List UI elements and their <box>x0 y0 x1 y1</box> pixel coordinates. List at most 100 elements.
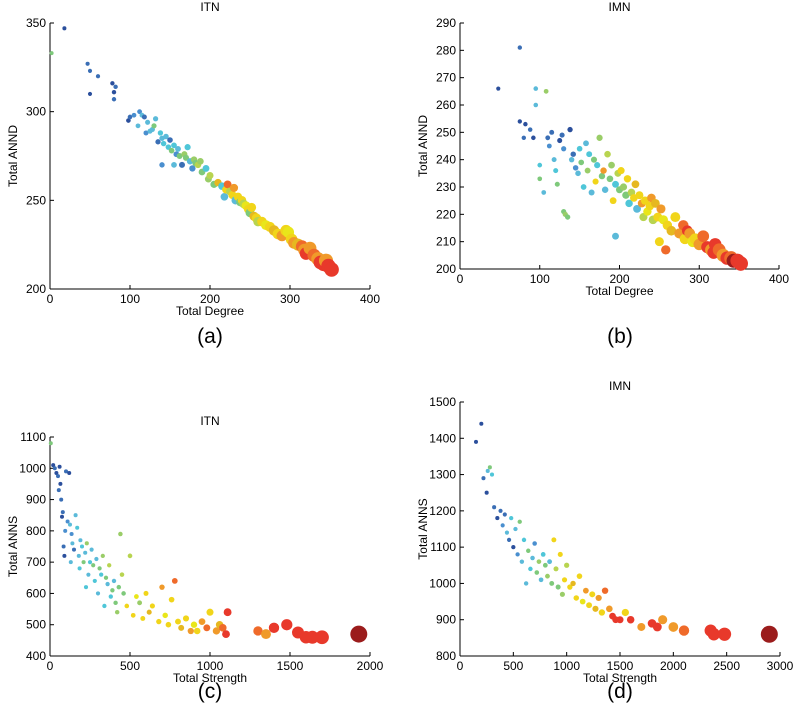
data-point <box>578 159 585 166</box>
data-point <box>542 562 548 568</box>
data-point <box>84 541 89 546</box>
data-point <box>479 421 484 426</box>
data-point <box>619 183 628 191</box>
data-point <box>105 581 110 587</box>
data-point <box>623 175 632 183</box>
data-point <box>637 622 646 631</box>
data-point <box>541 190 547 195</box>
data-point <box>97 566 102 571</box>
data-point <box>530 555 535 561</box>
data-point <box>87 68 93 73</box>
data-point <box>175 618 181 625</box>
data-point <box>584 167 591 174</box>
data-point <box>305 630 319 644</box>
data-point <box>159 162 165 168</box>
data-point <box>565 214 571 220</box>
data-point <box>573 595 580 601</box>
data-point <box>87 560 93 565</box>
data-point <box>79 544 85 549</box>
data-point <box>668 622 679 632</box>
data-point <box>545 573 550 579</box>
data-point <box>594 162 601 169</box>
x-tick-label: 1000 <box>553 659 580 673</box>
data-point <box>498 508 503 513</box>
data-point <box>198 618 206 625</box>
data-point <box>141 114 147 120</box>
y-tick-label: 900 <box>26 493 46 507</box>
data-point <box>533 102 539 108</box>
data-point <box>63 528 68 533</box>
y-tick-label: 220 <box>436 207 456 221</box>
data-point <box>661 245 671 255</box>
y-tick-label: 300 <box>26 105 46 119</box>
data-point <box>179 161 185 168</box>
data-point <box>526 548 531 554</box>
data-point <box>350 625 368 643</box>
data-point <box>492 505 497 510</box>
data-point <box>111 578 117 584</box>
x-axis-label: Total Strength <box>173 671 247 685</box>
data-point <box>103 575 109 580</box>
data-point <box>206 171 214 180</box>
data-point <box>549 580 555 586</box>
y-tick-label: 1400 <box>429 431 456 445</box>
data-point <box>151 123 157 129</box>
data-point <box>61 544 66 549</box>
y-tick-label: 1200 <box>429 504 456 518</box>
data-point <box>481 476 486 481</box>
chart-title: ITN <box>200 0 219 14</box>
x-tick-label: 1500 <box>607 659 634 673</box>
data-point <box>707 628 721 641</box>
data-point <box>49 51 54 56</box>
data-point <box>95 591 101 596</box>
data-point <box>83 585 89 590</box>
data-point <box>601 186 609 193</box>
data-point <box>182 615 190 622</box>
data-point <box>268 622 280 634</box>
data-point <box>495 516 500 521</box>
y-tick-label: 800 <box>436 649 456 663</box>
data-point <box>564 562 570 568</box>
data-point <box>496 86 501 91</box>
data-point <box>697 230 710 243</box>
data-point <box>473 439 479 444</box>
y-tick-label: 800 <box>26 524 46 538</box>
y-tick-label: 700 <box>26 555 46 569</box>
data-point <box>640 196 650 205</box>
y-tick-label: 1100 <box>430 540 456 554</box>
data-point <box>156 618 162 625</box>
data-point <box>107 563 112 568</box>
panel-caption: (a) <box>197 325 223 348</box>
data-point <box>604 150 611 158</box>
y-tick-label: 1500 <box>429 395 456 409</box>
data-point <box>102 603 107 609</box>
data-point <box>171 161 177 168</box>
data-point <box>656 204 666 214</box>
data-point <box>143 130 149 136</box>
data-point <box>87 91 93 97</box>
data-point <box>86 572 91 577</box>
data-point <box>561 146 567 152</box>
data-point <box>601 587 609 594</box>
y-tick-label: 270 <box>436 71 456 85</box>
data-point <box>58 481 63 486</box>
data-point <box>527 127 533 132</box>
data-point <box>658 615 668 625</box>
data-point <box>557 137 563 144</box>
data-point <box>576 573 583 579</box>
data-point <box>592 178 599 185</box>
data-point <box>149 603 155 609</box>
data-point <box>502 512 507 517</box>
data-point <box>160 140 167 147</box>
data-point <box>532 541 537 546</box>
x-tick-label: 2500 <box>713 659 740 673</box>
data-point <box>163 133 169 140</box>
data-point <box>625 199 633 208</box>
data-point <box>589 591 596 598</box>
data-point <box>118 531 123 537</box>
data-point <box>70 541 75 546</box>
x-tick-label: 3000 <box>767 659 794 673</box>
data-point <box>165 621 172 628</box>
data-point <box>119 572 125 577</box>
data-point <box>633 204 641 213</box>
